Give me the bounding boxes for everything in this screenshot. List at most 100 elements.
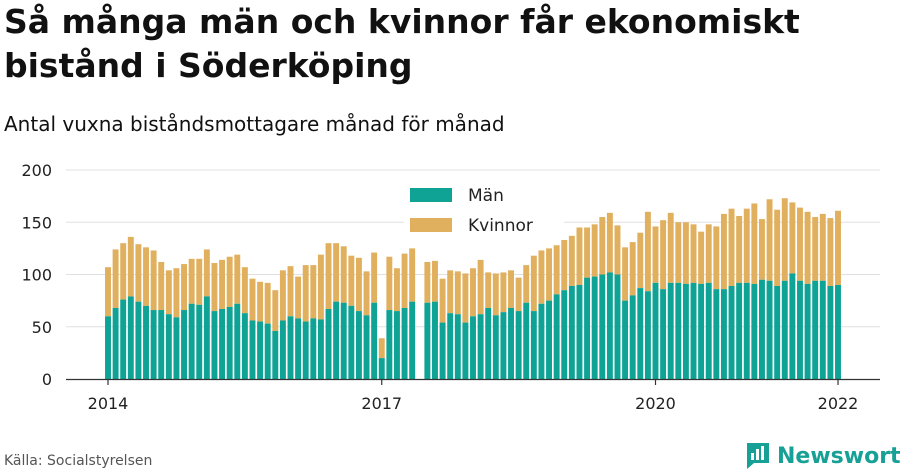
bar-man bbox=[477, 314, 484, 379]
bars bbox=[105, 198, 841, 379]
bar-man bbox=[302, 321, 309, 379]
bar-man bbox=[287, 316, 294, 379]
bar-man bbox=[386, 310, 393, 379]
bar-man bbox=[348, 305, 355, 379]
bar-man bbox=[234, 303, 241, 379]
bar-man bbox=[789, 273, 796, 379]
bar-kvinnor bbox=[127, 236, 134, 297]
bar-man bbox=[439, 322, 446, 379]
bar-kvinnor bbox=[629, 242, 636, 296]
bar-man bbox=[393, 311, 400, 379]
brand-name: Newsworthy bbox=[777, 443, 900, 469]
bar-kvinnor bbox=[622, 247, 629, 301]
bar-kvinnor bbox=[219, 259, 226, 309]
bar-man bbox=[804, 283, 811, 379]
y-tick-label: 150 bbox=[21, 213, 52, 232]
bar-kvinnor bbox=[378, 338, 385, 359]
y-tick-label: 100 bbox=[21, 266, 52, 285]
bar-kvinnor bbox=[827, 218, 834, 286]
bar-man bbox=[660, 289, 667, 379]
bar-kvinnor bbox=[614, 225, 621, 275]
bar-man bbox=[203, 296, 210, 379]
bar-kvinnor bbox=[591, 224, 598, 277]
bar-man bbox=[424, 302, 431, 379]
bar-kvinnor bbox=[409, 248, 416, 302]
bar-kvinnor bbox=[774, 209, 781, 286]
bar-kvinnor bbox=[766, 199, 773, 281]
bar-kvinnor bbox=[355, 257, 362, 312]
bar-kvinnor bbox=[743, 208, 750, 283]
bar-kvinnor bbox=[432, 260, 438, 302]
bar-man bbox=[485, 307, 492, 379]
x-tick-label: 2022 bbox=[818, 394, 859, 413]
bar-man bbox=[538, 303, 545, 379]
bar-kvinnor bbox=[819, 213, 826, 281]
bar-man bbox=[561, 290, 568, 379]
bar-kvinnor bbox=[249, 278, 256, 321]
bar-kvinnor bbox=[447, 270, 454, 314]
bar-man bbox=[584, 277, 591, 379]
bar-kvinnor bbox=[492, 273, 499, 316]
bar-kvinnor bbox=[371, 252, 378, 303]
bar-man bbox=[728, 285, 735, 379]
bar-man bbox=[249, 320, 256, 379]
bar-man bbox=[257, 321, 264, 379]
bar-kvinnor bbox=[485, 272, 492, 308]
bar-man bbox=[508, 307, 514, 379]
bar-man bbox=[150, 310, 157, 379]
bar-kvinnor bbox=[203, 249, 210, 297]
bar-kvinnor bbox=[675, 222, 682, 283]
bar-kvinnor bbox=[439, 278, 446, 323]
bar-kvinnor bbox=[363, 271, 370, 316]
bar-kvinnor bbox=[105, 267, 111, 317]
bar-man bbox=[652, 282, 659, 379]
bar-man bbox=[196, 304, 203, 379]
bar-man bbox=[241, 313, 248, 379]
bar-kvinnor bbox=[667, 212, 674, 283]
bar-man bbox=[470, 316, 476, 379]
bar-man bbox=[363, 315, 370, 379]
bar-man bbox=[690, 282, 697, 379]
bar-man bbox=[675, 282, 682, 379]
bar-man bbox=[188, 303, 195, 379]
bar-kvinnor bbox=[713, 226, 720, 290]
bar-kvinnor bbox=[401, 253, 408, 308]
bar-kvinnor bbox=[181, 264, 188, 311]
x-tick-label: 2020 bbox=[635, 394, 676, 413]
bar-man bbox=[523, 302, 530, 379]
bar-kvinnor bbox=[120, 243, 127, 300]
bar-man bbox=[181, 310, 188, 379]
bar-kvinnor bbox=[295, 276, 302, 319]
bar-man bbox=[591, 276, 598, 379]
bar-kvinnor bbox=[698, 231, 705, 284]
bar-man bbox=[781, 280, 788, 379]
bar-man bbox=[295, 318, 302, 379]
source-note: Källa: Socialstyrelsen bbox=[4, 453, 153, 469]
bar-kvinnor bbox=[812, 217, 819, 281]
bar-kvinnor bbox=[530, 255, 537, 312]
bar-kvinnor bbox=[462, 273, 469, 323]
bar-kvinnor bbox=[310, 265, 317, 319]
bar-kvinnor bbox=[287, 266, 294, 317]
bar-man bbox=[272, 330, 279, 379]
bar-kvinnor bbox=[165, 270, 172, 315]
axes: 0 50 100 150 200 2014 2017 2020 2022 bbox=[21, 161, 880, 413]
bar-man bbox=[310, 318, 317, 379]
bar-kvinnor bbox=[241, 267, 248, 314]
bar-man bbox=[743, 282, 750, 379]
stacked-bar-chart: 0 50 100 150 200 2014 2017 2020 2022 Män Kvinnor bbox=[21, 161, 880, 413]
bar-man bbox=[333, 301, 340, 379]
y-tick-label: 50 bbox=[32, 318, 52, 337]
bar-kvinnor bbox=[325, 243, 332, 309]
bar-kvinnor bbox=[279, 270, 286, 321]
bar-man bbox=[135, 301, 142, 379]
y-tick-label: 200 bbox=[21, 161, 52, 180]
bar-kvinnor bbox=[736, 215, 743, 283]
bar-kvinnor bbox=[690, 224, 697, 283]
bar-kvinnor bbox=[652, 226, 659, 283]
bar-man bbox=[371, 302, 378, 379]
bar-kvinnor bbox=[500, 272, 507, 313]
bar-man bbox=[105, 316, 111, 379]
bar-kvinnor bbox=[393, 268, 400, 312]
bar-man bbox=[576, 284, 583, 379]
